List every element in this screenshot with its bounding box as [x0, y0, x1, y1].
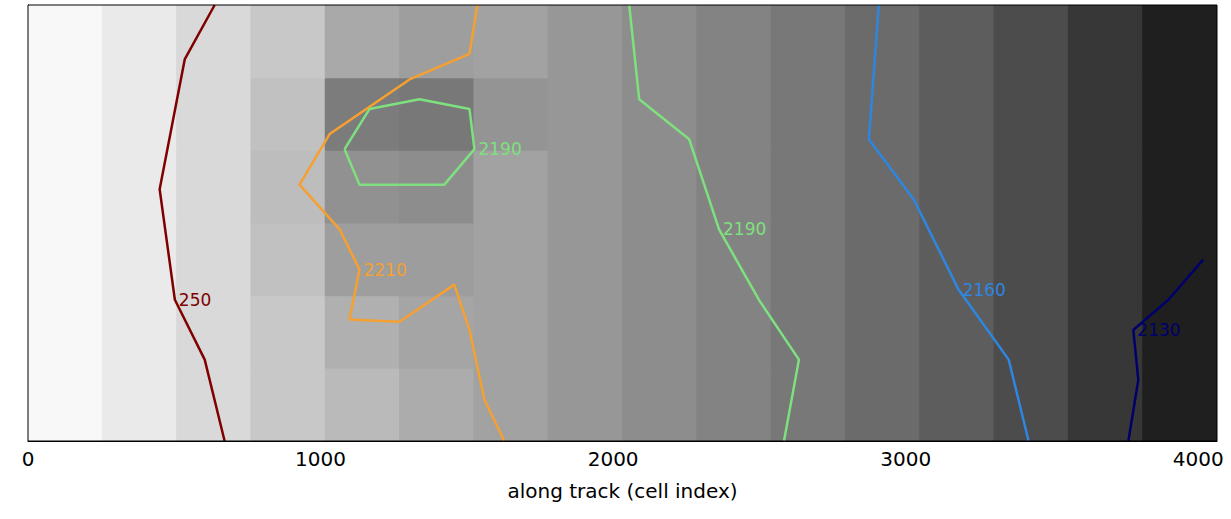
svg-text:3000: 3000 [880, 447, 931, 471]
svg-text:0: 0 [22, 447, 35, 471]
svg-text:250: 250 [179, 290, 211, 310]
svg-text:2210: 2210 [363, 260, 406, 280]
svg-text:along track (cell index): along track (cell index) [507, 479, 737, 503]
svg-text:2000: 2000 [588, 447, 639, 471]
svg-text:2190: 2190 [723, 219, 766, 239]
svg-text:2130: 2130 [1137, 320, 1180, 340]
svg-text:2160: 2160 [963, 280, 1006, 300]
svg-text:2190: 2190 [478, 139, 521, 159]
svg-text:1000: 1000 [295, 447, 346, 471]
svg-text:4000: 4000 [1173, 447, 1224, 471]
